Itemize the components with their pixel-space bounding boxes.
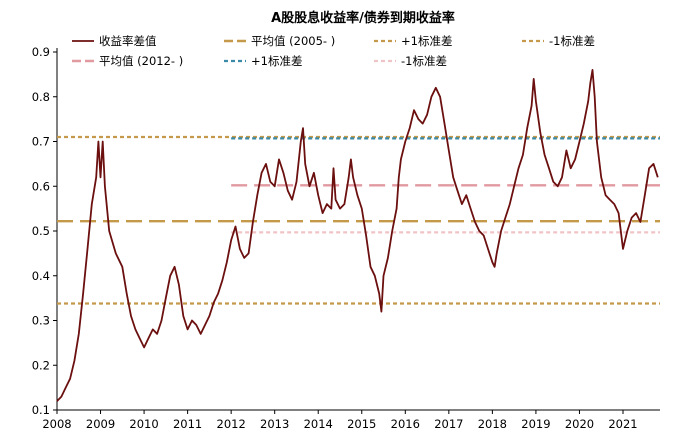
reference-lines xyxy=(57,135,660,305)
x-tick-label: 2017 xyxy=(434,417,463,431)
data-series xyxy=(56,69,659,402)
legend-label-4: 平均值 (2012- ) xyxy=(99,54,183,68)
series-line-spread xyxy=(56,69,659,402)
x-tick-label: 2008 xyxy=(42,417,71,431)
x-tick-label: 2012 xyxy=(217,417,246,431)
chart-title: A股股息收益率/债券到期收益率 xyxy=(271,10,455,26)
x-tick-label: 2010 xyxy=(129,417,158,431)
x-tick-label: 2020 xyxy=(565,417,594,431)
x-tick-label: 2011 xyxy=(173,417,202,431)
legend-label-3: -1标准差 xyxy=(549,34,595,48)
x-tick-label: 2019 xyxy=(521,417,550,431)
x-tick-label: 2009 xyxy=(86,417,115,431)
x-tick-label: 2015 xyxy=(347,417,376,431)
axes: 0.1 0.2 0.3 0.4 0.5 0.6 0.7 0.8 0.9 2008 2009 2010 2… xyxy=(32,45,660,431)
legend-label-2: +1标准差 xyxy=(401,34,452,48)
y-tick-label: 0.2 xyxy=(32,358,50,372)
y-tick-label: 0.3 xyxy=(32,314,50,328)
y-tick-label: 0.7 xyxy=(32,135,50,149)
legend-label-0: 收益率差值 xyxy=(99,34,157,48)
legend-label-6: -1标准差 xyxy=(401,54,447,68)
legend-label-5: +1标准差 xyxy=(251,54,302,68)
x-tick-label: 2016 xyxy=(391,417,420,431)
y-tick-label: 0.9 xyxy=(32,45,50,59)
x-tick-label: 2021 xyxy=(608,417,637,431)
x-tick-label: 2013 xyxy=(260,417,289,431)
y-tick-label: 0.8 xyxy=(32,90,50,104)
legend-label-1: 平均值 (2005- ) xyxy=(251,34,335,48)
y-tick-label: 0.4 xyxy=(32,269,50,283)
x-tick-label: 2014 xyxy=(304,417,333,431)
y-tick-label: 0.5 xyxy=(32,224,50,238)
y-tick-label: 0.1 xyxy=(32,403,50,417)
y-tick-label: 0.6 xyxy=(32,179,50,193)
x-tick-label: 2018 xyxy=(478,417,507,431)
